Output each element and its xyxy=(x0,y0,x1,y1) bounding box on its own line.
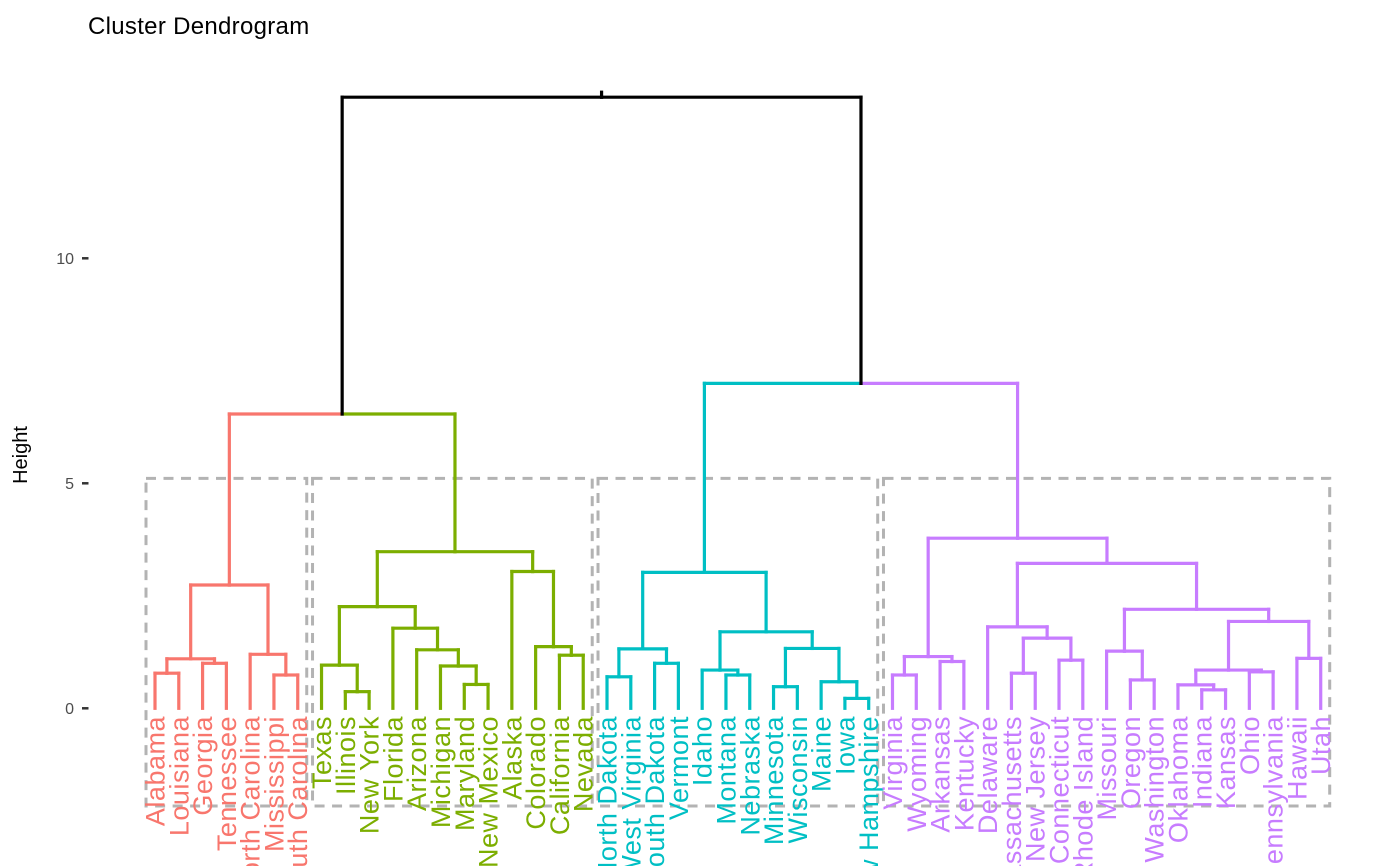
leaf-label-ohio: Ohio xyxy=(1235,716,1265,775)
leaf-label-wisconsin: Wisconsin xyxy=(783,716,813,844)
leaf-label-south-carolina: South Carolina xyxy=(283,716,313,866)
leaf-label-vermont: Vermont xyxy=(664,716,694,820)
leaf-label-florida: Florida xyxy=(378,716,408,803)
leaf-label-california: California xyxy=(545,716,575,836)
leaf-label-colorado: Colorado xyxy=(521,716,551,830)
leaf-label-oklahoma: Oklahoma xyxy=(1163,716,1193,844)
leaf-label-mississippi: Mississippi xyxy=(259,716,289,852)
leaf-label-georgia: Georgia xyxy=(188,716,218,816)
leaf-label-new-jersey: New Jersey xyxy=(1021,716,1051,862)
leaf-label-nebraska: Nebraska xyxy=(735,716,765,836)
leaf-label-kansas: Kansas xyxy=(1211,716,1241,809)
y-tick-label: 0 xyxy=(65,701,74,718)
leaf-label-tennessee: Tennessee xyxy=(212,716,242,851)
leaf-label-montana: Montana xyxy=(711,716,741,825)
leaf-label-hawaii: Hawaii xyxy=(1282,716,1312,800)
leaf-label-maine: Maine xyxy=(807,716,837,792)
leaf-label-indiana: Indiana xyxy=(1187,716,1217,809)
leaf-label-new-hampshire: New Hampshire xyxy=(854,716,884,866)
cluster-rect-1 xyxy=(144,476,309,808)
leaf-label-arkansas: Arkansas xyxy=(926,716,956,833)
leaf-label-north-carolina: North Carolina xyxy=(236,716,266,866)
leaf-label-arizona: Arizona xyxy=(402,716,432,812)
leaf-label-texas: Texas xyxy=(307,716,337,789)
leaf-label-illinois: Illinois xyxy=(331,716,361,795)
leaf-label-delaware: Delaware xyxy=(973,716,1003,834)
leaf-label-connecticut: Connecticut xyxy=(1045,716,1075,864)
leaf-label-utah: Utah xyxy=(1306,716,1336,775)
leaf-label-rhode-island: Rhode Island xyxy=(1068,716,1098,866)
leaf-label-new-mexico: New Mexico xyxy=(474,716,504,866)
leaf-label-new-york: New York xyxy=(355,716,385,834)
leaf-label-massachusetts: Massachusetts xyxy=(997,716,1027,866)
leaf-label-kentucky: Kentucky xyxy=(949,716,979,831)
leaf-label-pennsylvania: Pennsylvania xyxy=(1259,716,1289,866)
leaf-label-oregon: Oregon xyxy=(1116,716,1146,809)
cluster-rect-4 xyxy=(881,476,1332,808)
leaf-label-alabama: Alabama xyxy=(141,716,171,827)
leaf-label-maryland: Maryland xyxy=(450,716,480,831)
y-tick-label: 5 xyxy=(65,476,74,493)
cluster-rect-3 xyxy=(596,476,880,808)
leaf-label-washington: Washington xyxy=(1140,716,1170,863)
cluster-rect-2 xyxy=(311,476,594,808)
leaf-label-minnesota: Minnesota xyxy=(759,716,789,846)
leaf-label-north-dakota: North Dakota xyxy=(593,716,623,866)
leaf-label-alaska: Alaska xyxy=(497,716,527,801)
leaf-label-nevada: Nevada xyxy=(569,716,599,813)
leaf-label-wyoming: Wyoming xyxy=(902,716,932,832)
leaf-label-south-dakota: South Dakota xyxy=(640,716,670,866)
leaf-label-michigan: Michigan xyxy=(426,716,456,828)
leaf-label-missouri: Missouri xyxy=(1092,716,1122,821)
leaf-label-virginia: Virginia xyxy=(878,716,908,810)
leaf-label-west-virginia: West Virginia xyxy=(616,716,646,866)
chart-title: Cluster Dendrogram xyxy=(88,13,310,40)
leaf-label-idaho: Idaho xyxy=(688,716,718,786)
y-tick-label: 10 xyxy=(56,251,74,268)
leaf-label-iowa: Iowa xyxy=(830,716,860,776)
leaf-label-louisiana: Louisiana xyxy=(164,716,194,837)
